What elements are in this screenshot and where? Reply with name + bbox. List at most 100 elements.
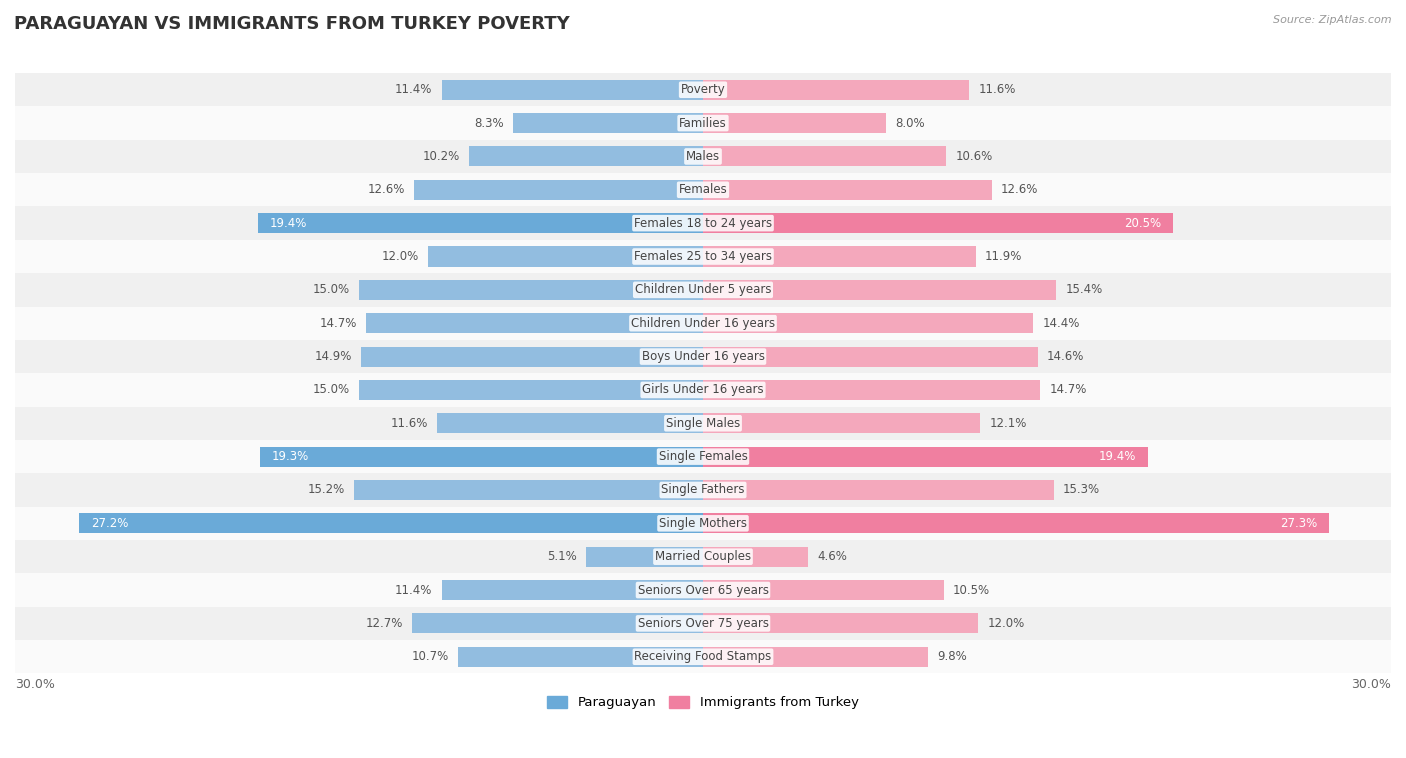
- Text: 11.6%: 11.6%: [979, 83, 1015, 96]
- Text: 20.5%: 20.5%: [1125, 217, 1161, 230]
- Bar: [703, 280, 1056, 300]
- Bar: [0, 473, 1406, 506]
- Text: Poverty: Poverty: [681, 83, 725, 96]
- Bar: [703, 413, 980, 434]
- Text: 14.4%: 14.4%: [1042, 317, 1080, 330]
- Bar: [359, 380, 703, 400]
- Bar: [0, 139, 1406, 173]
- Bar: [441, 580, 703, 600]
- Text: 12.1%: 12.1%: [990, 417, 1026, 430]
- Text: Families: Families: [679, 117, 727, 130]
- Bar: [260, 446, 703, 467]
- Text: Seniors Over 65 years: Seniors Over 65 years: [637, 584, 769, 597]
- Text: 12.0%: 12.0%: [987, 617, 1025, 630]
- Bar: [457, 647, 703, 667]
- Bar: [0, 506, 1406, 540]
- Text: Single Fathers: Single Fathers: [661, 484, 745, 496]
- Bar: [703, 146, 946, 167]
- Text: Single Males: Single Males: [666, 417, 740, 430]
- Text: 27.2%: 27.2%: [90, 517, 128, 530]
- Bar: [703, 246, 976, 267]
- Text: Boys Under 16 years: Boys Under 16 years: [641, 350, 765, 363]
- Text: 15.0%: 15.0%: [312, 283, 350, 296]
- Bar: [703, 180, 993, 200]
- Text: Females 18 to 24 years: Females 18 to 24 years: [634, 217, 772, 230]
- Bar: [0, 73, 1406, 106]
- Bar: [437, 413, 703, 434]
- Bar: [0, 406, 1406, 440]
- Bar: [0, 206, 1406, 240]
- Bar: [79, 513, 703, 534]
- Text: Married Couples: Married Couples: [655, 550, 751, 563]
- Legend: Paraguayan, Immigrants from Turkey: Paraguayan, Immigrants from Turkey: [541, 691, 865, 715]
- Text: Females: Females: [679, 183, 727, 196]
- Bar: [703, 613, 979, 634]
- Text: 10.6%: 10.6%: [955, 150, 993, 163]
- Text: 15.3%: 15.3%: [1063, 484, 1099, 496]
- Text: 12.6%: 12.6%: [1001, 183, 1039, 196]
- Text: 19.4%: 19.4%: [270, 217, 307, 230]
- Bar: [361, 346, 703, 367]
- Text: Children Under 5 years: Children Under 5 years: [634, 283, 772, 296]
- Bar: [259, 213, 703, 233]
- Text: 10.7%: 10.7%: [411, 650, 449, 663]
- Text: 11.9%: 11.9%: [986, 250, 1022, 263]
- Bar: [413, 180, 703, 200]
- Bar: [366, 313, 703, 334]
- Text: 12.7%: 12.7%: [366, 617, 402, 630]
- Bar: [0, 373, 1406, 406]
- Text: Males: Males: [686, 150, 720, 163]
- Bar: [703, 346, 1038, 367]
- Text: Source: ZipAtlas.com: Source: ZipAtlas.com: [1274, 15, 1392, 25]
- Bar: [427, 246, 703, 267]
- Text: 10.5%: 10.5%: [953, 584, 990, 597]
- Bar: [0, 340, 1406, 373]
- Bar: [703, 547, 808, 567]
- Bar: [412, 613, 703, 634]
- Text: 19.4%: 19.4%: [1099, 450, 1136, 463]
- Bar: [359, 280, 703, 300]
- Bar: [703, 213, 1173, 233]
- Text: 11.4%: 11.4%: [395, 83, 433, 96]
- Text: Single Mothers: Single Mothers: [659, 517, 747, 530]
- Bar: [703, 380, 1040, 400]
- Text: Children Under 16 years: Children Under 16 years: [631, 317, 775, 330]
- Bar: [0, 106, 1406, 139]
- Bar: [703, 580, 943, 600]
- Bar: [0, 273, 1406, 306]
- Text: 11.6%: 11.6%: [391, 417, 427, 430]
- Text: 27.3%: 27.3%: [1281, 517, 1317, 530]
- Text: Receiving Food Stamps: Receiving Food Stamps: [634, 650, 772, 663]
- Text: 14.7%: 14.7%: [1049, 384, 1087, 396]
- Text: 12.0%: 12.0%: [381, 250, 419, 263]
- Text: 14.6%: 14.6%: [1047, 350, 1084, 363]
- Bar: [354, 480, 703, 500]
- Bar: [470, 146, 703, 167]
- Text: 4.6%: 4.6%: [818, 550, 848, 563]
- Bar: [0, 440, 1406, 473]
- Text: 8.0%: 8.0%: [896, 117, 925, 130]
- Text: Girls Under 16 years: Girls Under 16 years: [643, 384, 763, 396]
- Text: 12.6%: 12.6%: [367, 183, 405, 196]
- Bar: [703, 647, 928, 667]
- Bar: [703, 480, 1054, 500]
- Text: 11.4%: 11.4%: [395, 584, 433, 597]
- Text: PARAGUAYAN VS IMMIGRANTS FROM TURKEY POVERTY: PARAGUAYAN VS IMMIGRANTS FROM TURKEY POV…: [14, 15, 569, 33]
- Text: 8.3%: 8.3%: [474, 117, 503, 130]
- Bar: [703, 80, 969, 100]
- Bar: [0, 640, 1406, 673]
- Bar: [0, 540, 1406, 573]
- Text: 10.2%: 10.2%: [423, 150, 460, 163]
- Text: 15.4%: 15.4%: [1066, 283, 1102, 296]
- Bar: [441, 80, 703, 100]
- Bar: [0, 573, 1406, 606]
- Bar: [703, 113, 886, 133]
- Bar: [0, 306, 1406, 340]
- Bar: [0, 606, 1406, 640]
- Text: 14.7%: 14.7%: [319, 317, 357, 330]
- Bar: [0, 240, 1406, 273]
- Text: 19.3%: 19.3%: [271, 450, 309, 463]
- Text: 15.0%: 15.0%: [312, 384, 350, 396]
- Text: 30.0%: 30.0%: [15, 678, 55, 691]
- Bar: [513, 113, 703, 133]
